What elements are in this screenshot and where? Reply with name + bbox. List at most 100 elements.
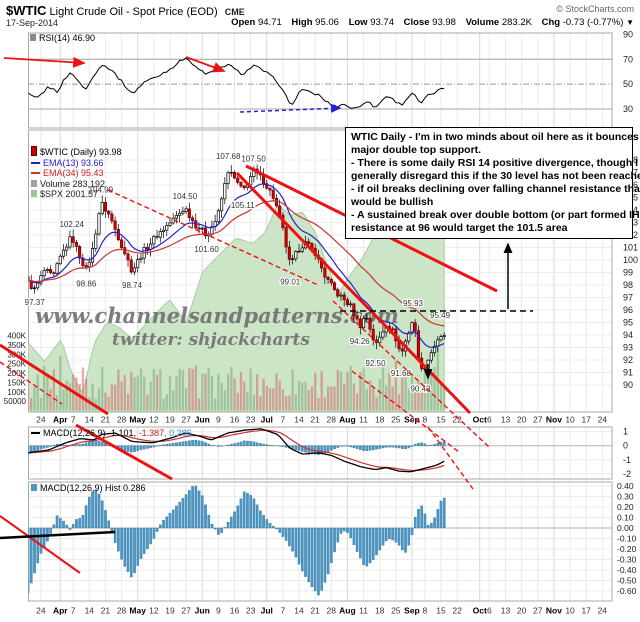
svg-text:24: 24	[598, 415, 608, 425]
svg-text:98.74: 98.74	[122, 281, 143, 290]
svg-text:10: 10	[623, 129, 633, 139]
svg-text:103: 103	[623, 218, 638, 228]
svg-text:30: 30	[623, 104, 633, 114]
svg-text:90: 90	[623, 29, 633, 39]
svg-text:25: 25	[391, 606, 401, 616]
svg-text:-0.40: -0.40	[617, 565, 637, 575]
svg-text:19: 19	[165, 415, 175, 425]
svg-text:95: 95	[623, 318, 633, 328]
svg-text:21: 21	[101, 606, 111, 616]
svg-text:25: 25	[391, 415, 401, 425]
svg-text:www.channelsandpatterns.com: www.channelsandpatterns.com	[35, 303, 399, 328]
svg-text:-1: -1	[623, 455, 631, 465]
svg-text:91: 91	[623, 368, 633, 378]
rsi-panel	[28, 32, 613, 129]
svg-text:350K: 350K	[7, 341, 26, 350]
svg-text:90: 90	[623, 380, 633, 390]
trendline-red	[0, 515, 81, 574]
svg-text:18: 18	[375, 415, 385, 425]
svg-text:98: 98	[623, 280, 633, 290]
svg-text:14: 14	[85, 415, 95, 425]
svg-text:-0.30: -0.30	[617, 555, 637, 565]
svg-text:28: 28	[117, 415, 127, 425]
svg-text:95.93: 95.93	[403, 299, 424, 308]
svg-text:92.50: 92.50	[366, 359, 387, 368]
svg-text:Oct: Oct	[473, 606, 487, 616]
svg-text:28: 28	[327, 415, 337, 425]
svg-text:70: 70	[623, 54, 633, 64]
svg-text:105.11: 105.11	[231, 201, 255, 210]
svg-text:twitter: shjackcharts: twitter: shjackcharts	[112, 330, 310, 350]
svg-text:23: 23	[246, 415, 256, 425]
svg-text:14: 14	[85, 606, 95, 616]
svg-text:24: 24	[36, 606, 46, 616]
svg-text:Jul: Jul	[261, 415, 273, 425]
svg-text:100K: 100K	[7, 388, 26, 397]
svg-text:104.99: 104.99	[89, 186, 114, 195]
svg-text:20: 20	[517, 415, 527, 425]
svg-text:90.43: 90.43	[410, 385, 431, 394]
svg-text:21: 21	[310, 606, 320, 616]
svg-text:0.00: 0.00	[617, 523, 634, 533]
svg-text:28: 28	[327, 606, 337, 616]
svg-text:6: 6	[487, 415, 492, 425]
svg-text:21: 21	[101, 415, 111, 425]
svg-text:94: 94	[623, 330, 633, 340]
svg-text:11: 11	[359, 415, 368, 425]
svg-text:50000: 50000	[4, 397, 27, 406]
svg-text:107.68: 107.68	[216, 152, 241, 161]
svg-text:93: 93	[623, 343, 633, 353]
svg-text:1: 1	[623, 427, 628, 437]
svg-text:11: 11	[359, 606, 368, 616]
ema34-line	[28, 200, 445, 327]
spx-overlay-area	[28, 180, 445, 412]
svg-text:9: 9	[216, 415, 221, 425]
svg-text:107.50: 107.50	[241, 154, 266, 163]
svg-text:94.26: 94.26	[350, 337, 371, 346]
svg-text:27: 27	[181, 415, 191, 425]
svg-text:0.40: 0.40	[617, 481, 634, 491]
svg-text:250K: 250K	[7, 360, 26, 369]
svg-text:24: 24	[598, 606, 608, 616]
svg-text:18: 18	[375, 606, 385, 616]
svg-text:92: 92	[623, 355, 633, 365]
trendline-red	[0, 361, 63, 405]
svg-text:-0.20: -0.20	[617, 544, 637, 554]
svg-text:0.20: 0.20	[617, 502, 634, 512]
svg-text:104: 104	[623, 205, 638, 215]
svg-text:Jul: Jul	[261, 606, 273, 616]
svg-text:105: 105	[623, 193, 638, 203]
svg-text:Jun: Jun	[195, 606, 210, 616]
svg-text:21: 21	[310, 415, 320, 425]
svg-text:7: 7	[281, 606, 286, 616]
svg-text:8: 8	[422, 606, 427, 616]
svg-text:14: 14	[294, 606, 304, 616]
svg-text:10: 10	[565, 415, 575, 425]
svg-text:Sep: Sep	[404, 606, 420, 616]
svg-text:Apr: Apr	[53, 606, 68, 616]
svg-text:104.50: 104.50	[173, 192, 198, 201]
trendline-red	[427, 426, 474, 490]
svg-text:107: 107	[623, 168, 638, 178]
svg-text:23: 23	[246, 606, 256, 616]
svg-text:Nov: Nov	[546, 606, 562, 616]
svg-text:10: 10	[565, 606, 575, 616]
svg-text:Jun: Jun	[195, 415, 210, 425]
svg-text:13: 13	[501, 415, 511, 425]
svg-text:16: 16	[230, 606, 240, 616]
svg-text:22: 22	[452, 415, 462, 425]
svg-text:99.01: 99.01	[280, 277, 301, 286]
svg-text:15: 15	[436, 606, 446, 616]
annotation-arrow	[185, 56, 226, 73]
swing-price-labels: 97.37 102.24 98.86 104.99 98.74 104.50 101.60 1…	[23, 151, 451, 395]
svg-text:-0.60: -0.60	[617, 586, 637, 596]
svg-text:99: 99	[623, 268, 633, 278]
svg-text:101: 101	[623, 243, 638, 253]
svg-text:13: 13	[501, 606, 511, 616]
trendline-red	[351, 370, 460, 453]
svg-text:-0.10: -0.10	[617, 534, 637, 544]
svg-text:100: 100	[623, 255, 638, 265]
